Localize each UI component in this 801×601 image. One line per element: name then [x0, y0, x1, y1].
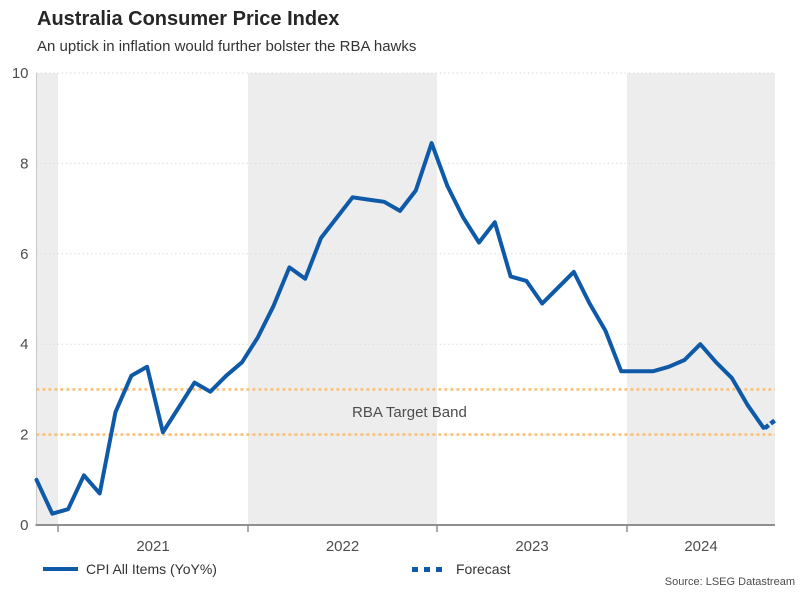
y-axis-tick-label: 8 — [20, 155, 28, 172]
x-axis-tick-label: 2024 — [684, 538, 717, 555]
cpi-line-swatch — [43, 567, 78, 571]
x-axis-tick-label: 2021 — [136, 538, 169, 555]
forecast-line-swatch — [412, 566, 448, 572]
year-shading-band — [627, 73, 775, 525]
cpi-line — [34, 141, 766, 516]
forecast-legend-label: Forecast — [456, 561, 511, 577]
legend: CPI All Items (YoY%) Forecast — [0, 560, 801, 578]
year-shading-band — [248, 73, 437, 525]
x-axis-tick-label: 2023 — [515, 538, 548, 555]
target-band-label: RBA Target Band — [352, 404, 467, 421]
y-axis-tick-label: 0 — [20, 517, 28, 534]
cpi-legend-label: CPI All Items (YoY%) — [86, 561, 217, 577]
y-axis-tick-label: 10 — [12, 65, 29, 82]
legend-item-cpi: CPI All Items (YoY%) — [43, 560, 217, 578]
y-axis-tick-label: 2 — [20, 427, 28, 444]
source-note: Source: LSEG Datastream — [664, 576, 795, 588]
forecast-line — [763, 417, 778, 430]
y-axis-tick-label: 6 — [20, 246, 28, 263]
year-shading-band — [36, 73, 58, 525]
legend-item-forecast: Forecast — [412, 560, 510, 578]
page-title: Australia Consumer Price Index — [37, 8, 340, 30]
y-axis-tick-label: 4 — [20, 336, 28, 353]
page-subtitle: An uptick in inflation would further bol… — [37, 38, 417, 55]
x-axis-tick-label: 2022 — [326, 538, 359, 555]
